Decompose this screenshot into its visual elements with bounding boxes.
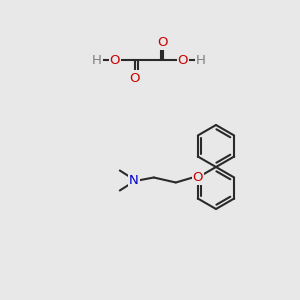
Text: O: O bbox=[178, 53, 188, 67]
Text: O: O bbox=[193, 171, 203, 184]
Text: O: O bbox=[158, 35, 168, 49]
Text: O: O bbox=[110, 53, 120, 67]
Text: N: N bbox=[129, 174, 139, 187]
Text: O: O bbox=[130, 71, 140, 85]
Text: H: H bbox=[92, 53, 102, 67]
Text: H: H bbox=[196, 53, 206, 67]
